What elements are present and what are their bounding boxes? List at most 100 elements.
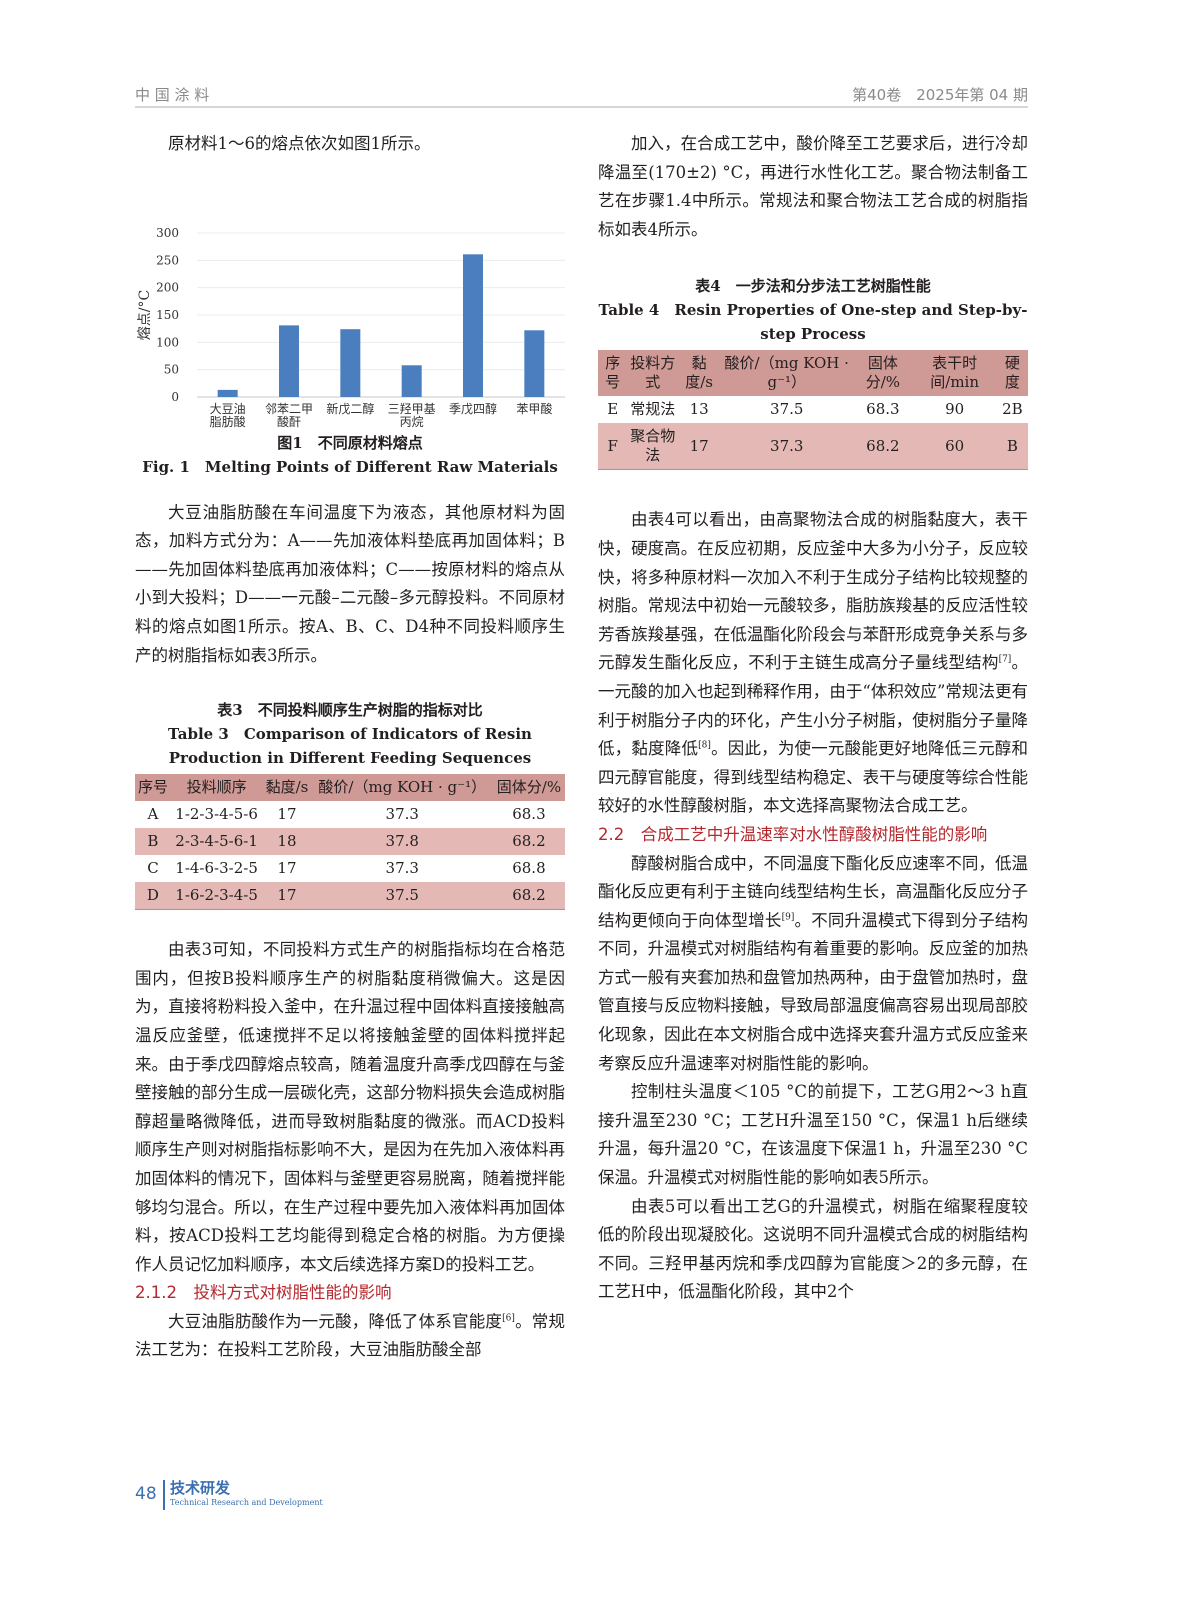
x-tick-label: 脂肪酸 — [210, 414, 246, 429]
column-header: 表干时间/min — [930, 354, 980, 392]
column-header: 固体分/% — [865, 354, 901, 392]
citation: [7] — [998, 654, 1012, 665]
table-cell: 90 — [945, 400, 965, 419]
table-cell: E — [607, 400, 619, 419]
text-run: 原材料1～6的熔点依次如图1所示。 — [168, 134, 431, 153]
table3-caption-en: Table 3 Comparison of Indicators of Resi… — [168, 725, 532, 768]
table-cell: 2-3-4-5-6-1 — [175, 832, 258, 851]
table-cell: 1-6-2-3-4-5 — [175, 886, 258, 905]
bar — [340, 328, 361, 397]
x-tick-label: 酸酐 — [277, 414, 301, 429]
paragraph: 大豆油脂肪酸在车间温度下为液态，其他原材料为固态，加料方式分为：A——先加液体料… — [135, 499, 565, 671]
header-divider — [135, 106, 1028, 108]
table-row: D 1-6-2-3-4-5 17 37.5 68.2 — [135, 882, 565, 910]
table-row: A 1-2-3-4-5-6 17 37.3 68.3 — [135, 801, 565, 828]
table-cell: 2B — [1002, 400, 1023, 419]
figure-caption-en: Fig. 1 Melting Points of Different Raw M… — [142, 457, 558, 476]
table-cell: 聚合物法 — [630, 427, 676, 465]
column-header: 酸价/（mg KOH · g⁻¹） — [318, 778, 487, 797]
column-header: 酸价/（mg KOH · g⁻¹） — [724, 354, 849, 392]
issue-info: 第40卷 2025年第 04 期 — [852, 86, 1028, 104]
bar — [463, 253, 483, 397]
text-run: 。一元酸的加入也起到稀释作用，由于“体积效应”常规法更有利于树脂分子内的环化，产… — [598, 653, 1029, 759]
x-tick-label: 邻苯二甲 — [265, 402, 313, 416]
text-run: 大豆油脂肪酸作为一元酸，降低了体系官能度 — [168, 1311, 503, 1331]
paragraph: 控制柱头温度＜105 °C的前提下，工艺G用2～3 h直接升温至230 °C；工… — [598, 1078, 1028, 1192]
table-cell: 68.2 — [866, 436, 900, 455]
section-heading: 2.1.2 投料方式对树脂性能的影响 — [135, 1283, 392, 1303]
table-row: E 常规法 13 37.5 68.3 90 2B — [598, 396, 1028, 423]
text-run: 加入，在合成工艺中，酸价降至工艺要求后，进行冷却降温至(170±2) °C，再进… — [598, 134, 1028, 239]
table-row: C 1-4-6-3-2-5 17 37.3 68.8 — [135, 855, 565, 882]
table-cell: 37.5 — [385, 886, 419, 905]
paragraph: 由表4可以看出，由高聚物法合成的树脂黏度大，表干快，硬度高。在反应初期，反应釜中… — [598, 506, 1028, 821]
left-column: 原材料1～6的熔点依次如图1所示。 0 50 100 150 200 250 300 大豆油脂… — [135, 130, 565, 1365]
paragraph: 原材料1～6的熔点依次如图1所示。 — [135, 130, 565, 159]
table-cell: 17 — [689, 436, 709, 455]
table-cell: 37.5 — [770, 400, 804, 419]
bar — [524, 329, 545, 397]
citation: [6] — [502, 1313, 515, 1324]
table4-caption-cn: 表4 一步法和分步法工艺树脂性能 — [695, 277, 931, 296]
table-cell: A — [147, 805, 159, 824]
table-cell: 13 — [689, 400, 709, 419]
table-cell: C — [147, 859, 159, 878]
paragraph: 加入，在合成工艺中，酸价降至工艺要求后，进行冷却降温至(170±2) °C，再进… — [598, 130, 1028, 244]
table-cell: 68.3 — [866, 400, 900, 419]
table-cell: 68.2 — [512, 832, 546, 851]
bar — [279, 324, 299, 397]
page-number: 48 — [135, 1484, 157, 1504]
table3-caption-cn: 表3 不同投料顺序生产树脂的指标对比 — [217, 701, 483, 720]
citation: [9] — [781, 912, 795, 923]
text-run: 。常规法工艺为：在投料工艺阶段，大豆油脂肪酸全部 — [135, 1311, 566, 1360]
y-axis-label: 熔点/°C — [137, 289, 153, 339]
y-tick-label: 300 — [156, 226, 179, 240]
column-header: 黏度/s — [685, 354, 713, 392]
table-cell: 17 — [277, 859, 297, 878]
table-cell: 17 — [277, 886, 297, 905]
table-cell: 17 — [277, 805, 297, 824]
footer-section-en: Technical Research and Development — [170, 1498, 323, 1507]
table-cell: 37.3 — [770, 436, 804, 455]
text-run: 。因此，为使一元酸能更好地降低三元醇和四元醇官能度，得到线型结构稳定、表干与硬度… — [598, 739, 1029, 816]
y-tick-label: 50 — [164, 362, 179, 376]
text-run: 大豆油脂肪酸在车间温度下为液态，其他原材料为固态，加料方式分为：A——先加液体料… — [135, 502, 565, 665]
table-cell: B — [147, 832, 159, 851]
text-run: 由表5可以看出工艺G的升温模式，树脂在缩聚程度较低的阶段出现凝胶化。这说明不同升… — [598, 1196, 1028, 1302]
paragraph: 醇酸树脂合成中，不同温度下酯化反应速率不同，低温酯化反应更有利于主链向线型结构生… — [598, 850, 1028, 1079]
x-tick-label: 苯甲酸 — [516, 401, 552, 416]
text-run: 控制柱头温度＜105 °C的前提下，工艺G用2～3 h直接升温至230 °C；工… — [598, 1082, 1028, 1188]
table-cell: 37.3 — [385, 805, 419, 824]
x-tick-label: 大豆油 — [210, 402, 246, 416]
column-header: 投料方式 — [630, 354, 676, 392]
column-header: 序号 — [605, 354, 621, 392]
table-row: B 2-3-4-5-6-1 18 37.8 68.2 — [135, 828, 565, 856]
footer-section: 技术研发 — [170, 1479, 231, 1497]
table-cell: 68.3 — [512, 805, 546, 824]
y-tick-label: 150 — [156, 308, 179, 322]
table-cell: 60 — [945, 436, 965, 455]
y-tick-label: 0 — [171, 390, 179, 404]
paragraph: 大豆油脂肪酸作为一元酸，降低了体系官能度[6]。常规法工艺为：在投料工艺阶段，大… — [135, 1308, 565, 1365]
section-heading: 2.2 合成工艺中升温速率对水性醇酸树脂性能的影响 — [598, 824, 988, 844]
right-column: 加入，在合成工艺中，酸价降至工艺要求后，进行冷却降温至(170±2) °C，再进… — [598, 130, 1028, 1307]
table-row: F 聚合物法 17 37.3 68.2 60 B — [598, 423, 1028, 470]
footer-divider — [163, 1480, 165, 1510]
table-cell: D — [146, 886, 159, 905]
table4-caption-en: Table 4 Resin Properties of One-step and… — [598, 301, 1028, 344]
table-cell: 18 — [277, 832, 297, 851]
y-tick-label: 250 — [156, 253, 179, 267]
citation: [8] — [698, 740, 711, 751]
table3: 序号 投料顺序 黏度/s 酸价/（mg KOH · g⁻¹） 固体分/% A 1-2-3-4… — [135, 774, 565, 910]
table-cell: 1-2-3-4-5-6 — [175, 805, 258, 824]
text-run: 由表3可知，不同投料方式生产的树脂指标均在合格范围内，但按B投料顺序生产的树脂黏… — [135, 940, 565, 1274]
table4: 序号 投料方式 黏度/s 酸价/（mg KOH · g⁻¹） 固体分/% 表干时间/min… — [598, 350, 1028, 470]
table-cell: 68.8 — [512, 859, 546, 878]
x-tick-label: 新戊二醇 — [326, 401, 374, 416]
journal-name: 中 国 涂 料 — [135, 86, 210, 104]
paragraph: 由表3可知，不同投料方式生产的树脂指标均在合格范围内，但按B投料顺序生产的树脂黏… — [135, 936, 565, 1279]
figure-caption-cn: 图1 不同原材料熔点 — [277, 433, 423, 452]
text-run: 醇酸树脂合成中，不同温度下酯化反应速率不同，低温酯化反应更有利于主链向线型结构生… — [598, 853, 1028, 930]
